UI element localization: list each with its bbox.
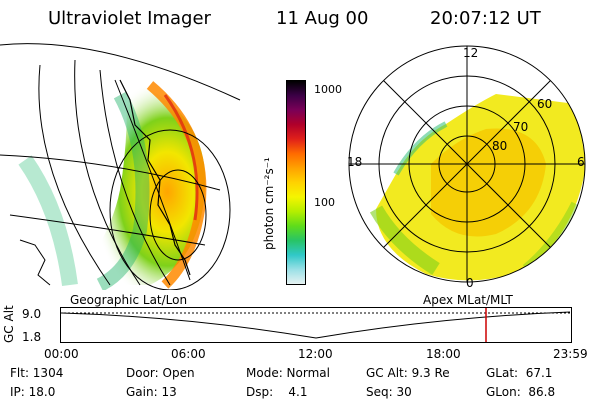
colorbar-units-label: photon cm⁻²s⁻¹: [262, 157, 276, 250]
timeline-xtick-1800: 18:00: [426, 347, 461, 361]
time-label: 20:07:12 UT: [430, 8, 541, 29]
mlat-label-80: 80: [492, 139, 508, 153]
apex-polar-plot: [348, 45, 586, 283]
timeline-axis-label: GC Alt: [2, 305, 16, 343]
geographic-panel-label: Geographic Lat/Lon: [70, 293, 188, 307]
mode-value: Mode: Normal: [246, 366, 330, 380]
mlat-label-60: 60: [537, 97, 553, 111]
ip-value: IP: 18.0: [10, 385, 56, 399]
gain-value: Gain: 13: [126, 385, 177, 399]
timeline-xtick-2359: 23:59: [553, 347, 588, 361]
colorbar: [286, 80, 306, 285]
mlt-label-0: 0: [466, 276, 474, 290]
timeline-ytick-1.8: 1.8: [22, 330, 42, 344]
mlt-label-6: 6: [577, 155, 585, 169]
mlt-label-12: 12: [463, 46, 479, 60]
gc-altitude-value: GC Alt: 9.3 Re: [366, 366, 450, 380]
app-title: Ultraviolet Imager: [48, 8, 211, 29]
door-status: Door: Open: [126, 366, 195, 380]
timeline-xtick-0000: 00:00: [44, 347, 79, 361]
geographic-longitude: GLon: 86.8: [486, 385, 556, 399]
date-label: 11 Aug 00: [276, 8, 369, 29]
timeline-xtick-1200: 12:00: [298, 347, 333, 361]
colorbar-tick-1000: 1000: [314, 83, 342, 96]
mlt-label-18: 18: [347, 155, 363, 169]
geographic-latitude: GLat: 67.1: [486, 366, 553, 380]
altitude-timeline: [60, 307, 572, 343]
colorbar-tick-100: 100: [314, 196, 335, 209]
apex-panel-label: Apex MLat/MLT: [423, 293, 513, 307]
timeline-ytick-9: 9.0: [22, 307, 42, 321]
sequence-number: Seq: 30: [366, 385, 412, 399]
geographic-image: [0, 43, 241, 290]
dsp-value: Dsp: 4.1: [246, 385, 308, 399]
flight-number: Flt: 1304: [10, 366, 64, 380]
timeline-xtick-0600: 06:00: [171, 347, 206, 361]
mlat-label-70: 70: [513, 120, 529, 134]
